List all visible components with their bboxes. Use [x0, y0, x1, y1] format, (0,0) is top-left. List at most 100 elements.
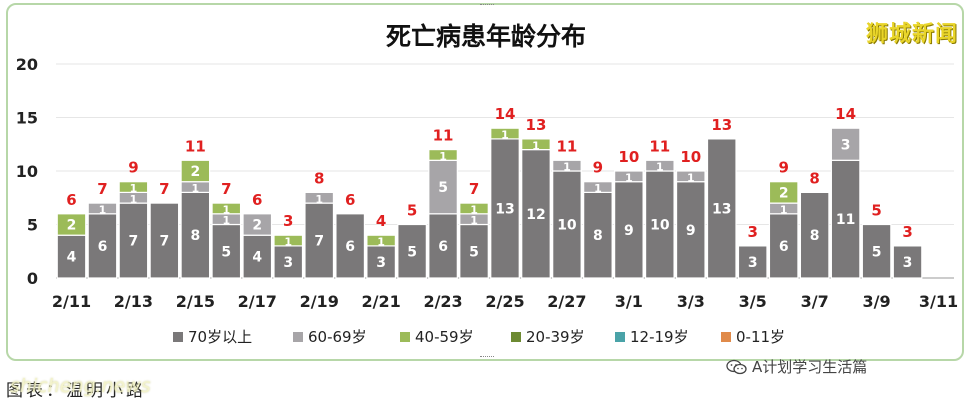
- segment-value-label: 1: [222, 203, 230, 216]
- bar-segment-40-59: [56, 213, 87, 236]
- site-watermark: shicheng.news: [10, 375, 151, 397]
- chart-title: 死亡病患年龄分布: [386, 22, 586, 51]
- x-tick-label: 2/27: [547, 292, 586, 311]
- total-label: 6: [345, 191, 355, 209]
- x-tick-label: 2/23: [423, 292, 462, 311]
- bar-segment-70-plus: [335, 213, 366, 279]
- segment-value-label: 6: [345, 239, 355, 255]
- x-tick-label: 2/11: [52, 292, 91, 311]
- total-label: 13: [526, 116, 547, 134]
- x-tick-label: 2/19: [300, 292, 339, 311]
- total-label: 5: [407, 202, 417, 220]
- total-label: 10: [618, 148, 639, 166]
- x-tick-label: 3/5: [739, 292, 767, 311]
- bar-segment-40-59: [118, 181, 149, 193]
- segment-value-label: 3: [376, 255, 386, 271]
- segment-value-label: 3: [748, 255, 758, 271]
- x-tick-label: 3/7: [801, 292, 829, 311]
- segment-value-label: 12: [526, 207, 545, 223]
- total-label: 8: [809, 169, 819, 187]
- bar-segment-40-59: [459, 202, 489, 215]
- bar-segment-70-plus: [397, 223, 427, 279]
- segment-value-label: 1: [315, 193, 323, 206]
- segment-value-label: 1: [532, 139, 540, 152]
- total-label: 6: [66, 191, 76, 209]
- wechat-icon: [726, 359, 747, 374]
- bar-segment-70-plus: [118, 202, 149, 279]
- total-label: 7: [159, 180, 169, 198]
- x-tick-label: 2/15: [176, 292, 215, 311]
- source-caption: 图表：温明小路: [6, 381, 146, 401]
- legend-label: 40-59岁: [415, 328, 474, 346]
- legend-swatch: [615, 332, 625, 342]
- bar-segment-70-plus: [583, 191, 613, 279]
- legend-swatch: [511, 332, 521, 342]
- segment-value-label: 5: [221, 244, 231, 260]
- bar-segment-40-59: [273, 234, 304, 247]
- bar-segment-60-69: [583, 181, 613, 193]
- segment-value-label: 1: [222, 214, 230, 227]
- bar-segment-70-plus: [830, 159, 861, 279]
- wechat-account-name: A计划学习生活篇: [752, 358, 868, 376]
- total-label: 11: [185, 137, 206, 155]
- segment-value-label: 8: [810, 228, 820, 244]
- resize-handle-top[interactable]: [480, 4, 494, 9]
- segment-value-label: 3: [283, 255, 293, 271]
- segment-value-label: 1: [594, 182, 602, 195]
- segment-value-label: 6: [779, 239, 789, 255]
- total-label: 7: [469, 180, 479, 198]
- segment-value-label: 4: [252, 250, 262, 266]
- legend-swatch: [173, 332, 183, 342]
- segment-value-label: 5: [872, 244, 882, 260]
- segment-value-label: 11: [836, 212, 855, 228]
- x-tick-label: 3/1: [615, 292, 643, 311]
- total-label: 11: [556, 137, 577, 155]
- bar-segment-60-69: [644, 159, 675, 172]
- legend-swatch: [293, 332, 303, 342]
- bar-segment-70-plus: [459, 223, 489, 279]
- segment-value-label: 1: [130, 193, 138, 206]
- segment-value-label: 3: [903, 255, 913, 271]
- segment-value-label: 2: [67, 218, 77, 234]
- total-label: 9: [593, 159, 603, 177]
- bar-segment-70-plus: [366, 245, 396, 279]
- bar-segment-70-plus: [521, 149, 551, 279]
- bar-segment-40-59: [768, 181, 799, 204]
- bar-segment-70-plus: [614, 181, 644, 279]
- segment-value-label: 1: [470, 203, 478, 216]
- bar-segment-60-69: [614, 170, 644, 183]
- bar-segment-70-plus: [87, 213, 118, 279]
- segment-value-label: 1: [377, 236, 385, 249]
- total-label: 7: [97, 180, 107, 198]
- bar-segment-70-plus: [490, 138, 520, 279]
- x-tick-label: 2/21: [362, 292, 401, 311]
- total-label: 6: [252, 191, 262, 209]
- chart-frame: [6, 3, 964, 361]
- segment-value-label: 1: [130, 182, 138, 195]
- bar-segment-60-69: [552, 159, 582, 172]
- segment-value-label: 1: [625, 171, 633, 184]
- bar-segment-70-plus: [552, 170, 582, 279]
- resize-handle-bottom[interactable]: [480, 356, 494, 361]
- total-label: 7: [221, 180, 231, 198]
- segment-value-label: 10: [557, 218, 577, 234]
- segment-value-label: 7: [160, 234, 170, 250]
- bar-segment-40-59: [180, 159, 211, 183]
- x-tick-label: 3/9: [863, 292, 891, 311]
- bar-segment-70-plus: [211, 223, 242, 279]
- legend-swatch: [400, 332, 410, 342]
- segment-value-label: 4: [67, 250, 77, 266]
- y-tick-label: 0: [27, 269, 38, 288]
- segment-value-label: 3: [841, 137, 851, 153]
- bar-segment-70-plus: [180, 191, 211, 279]
- brand-watermark: 狮城新闻: [865, 22, 958, 47]
- y-tick-label: 5: [27, 216, 38, 235]
- total-label: 14: [495, 105, 516, 123]
- segment-value-label: 5: [469, 244, 479, 260]
- segment-value-label: 1: [656, 161, 664, 174]
- bar-segment-70-plus: [706, 138, 737, 279]
- segment-value-label: 1: [284, 236, 292, 249]
- segment-value-label: 7: [129, 234, 139, 250]
- total-label: 4: [376, 212, 386, 230]
